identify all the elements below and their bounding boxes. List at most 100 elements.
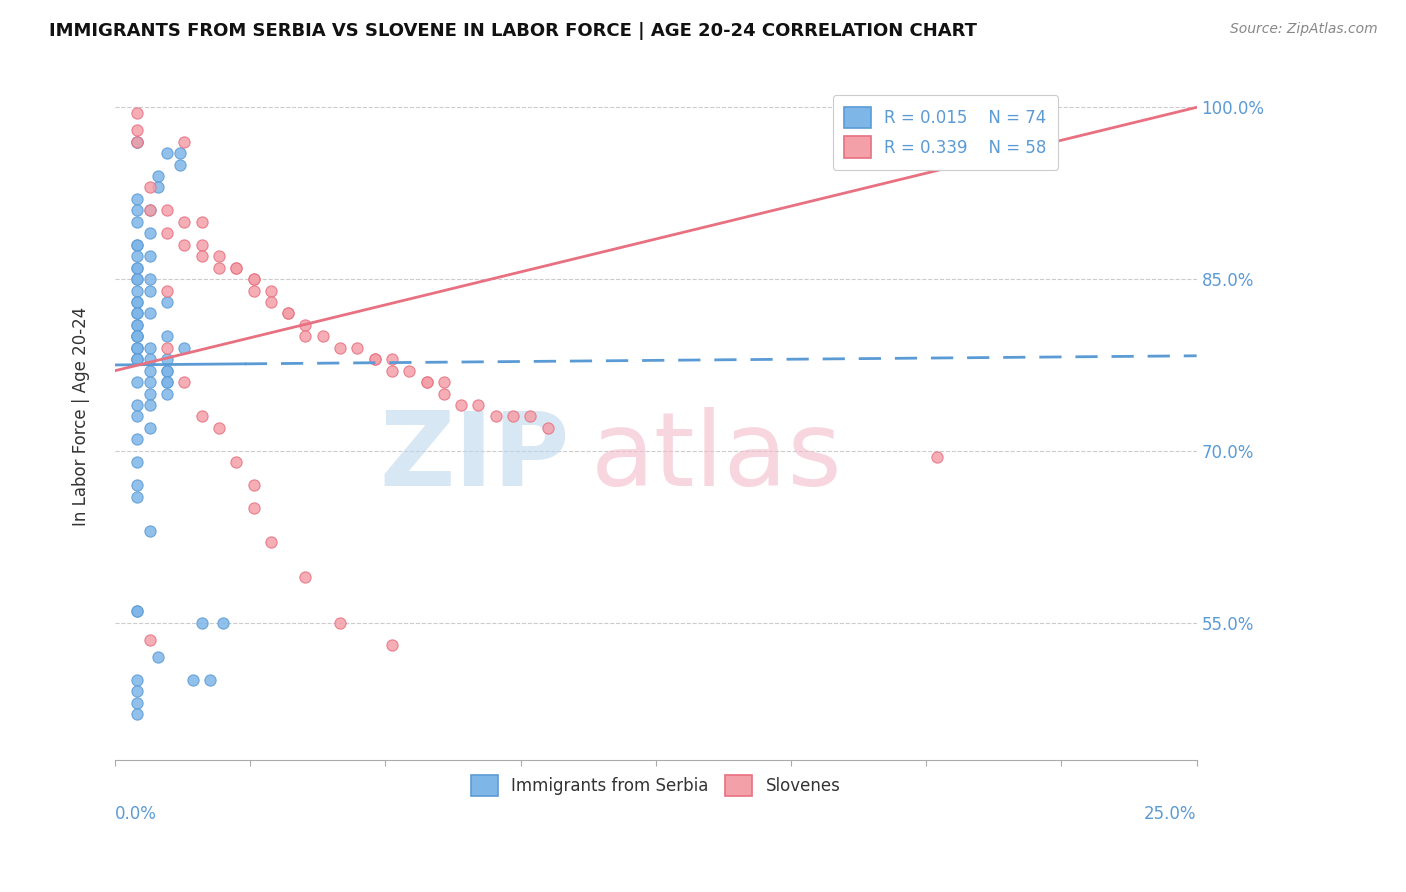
Point <box>173 341 195 355</box>
Point <box>242 272 264 286</box>
Point <box>125 352 148 367</box>
Point <box>156 352 179 367</box>
Point <box>450 398 472 412</box>
Point <box>519 409 541 424</box>
Point <box>138 398 160 412</box>
Point <box>138 352 160 367</box>
Point <box>225 455 247 469</box>
Point <box>156 364 179 378</box>
Text: IMMIGRANTS FROM SERBIA VS SLOVENE IN LABOR FORCE | AGE 20-24 CORRELATION CHART: IMMIGRANTS FROM SERBIA VS SLOVENE IN LAB… <box>49 22 977 40</box>
Point <box>329 341 352 355</box>
Point <box>181 673 204 687</box>
Point <box>208 421 231 435</box>
Point <box>173 135 195 149</box>
Point <box>277 306 299 320</box>
Point <box>156 341 179 355</box>
Point <box>190 409 212 424</box>
Point <box>398 364 420 378</box>
Point <box>125 478 148 492</box>
Point <box>156 295 179 310</box>
Point <box>125 329 148 343</box>
Point <box>537 421 560 435</box>
Point <box>125 318 148 332</box>
Point <box>156 375 179 389</box>
Point <box>138 364 160 378</box>
Point <box>312 329 335 343</box>
Point <box>138 227 160 241</box>
Point <box>277 306 299 320</box>
Point <box>294 570 316 584</box>
Point <box>125 237 148 252</box>
Point <box>138 272 160 286</box>
Point <box>346 341 368 355</box>
Point <box>260 535 283 549</box>
Point <box>433 375 456 389</box>
Point <box>381 364 404 378</box>
Point <box>125 272 148 286</box>
Point <box>433 386 456 401</box>
Point <box>125 123 148 137</box>
Point <box>190 249 212 263</box>
Text: atlas: atlas <box>591 407 842 508</box>
Point <box>125 352 148 367</box>
Point <box>156 227 179 241</box>
Point <box>125 604 148 618</box>
Point <box>173 215 195 229</box>
Point <box>502 409 524 424</box>
Point <box>156 203 179 218</box>
Point <box>125 341 148 355</box>
Point <box>125 455 148 469</box>
Point <box>125 249 148 263</box>
Point <box>138 632 160 647</box>
Point <box>156 364 179 378</box>
Point <box>138 421 160 435</box>
Point <box>138 386 160 401</box>
Point <box>125 329 148 343</box>
Point <box>125 295 148 310</box>
Point <box>125 433 148 447</box>
Point <box>156 375 179 389</box>
Point <box>125 260 148 275</box>
Point <box>242 272 264 286</box>
Point <box>169 146 191 161</box>
Point <box>125 707 148 722</box>
Point <box>225 260 247 275</box>
Text: ZIP: ZIP <box>380 407 569 508</box>
Point <box>125 684 148 698</box>
Point <box>242 284 264 298</box>
Point <box>125 106 148 120</box>
Point <box>138 341 160 355</box>
Point <box>148 649 170 664</box>
Point <box>173 237 195 252</box>
Point <box>148 169 170 183</box>
Point <box>190 615 212 630</box>
Point <box>138 180 160 194</box>
Point <box>212 615 235 630</box>
Point <box>415 375 437 389</box>
Point <box>200 673 222 687</box>
Point <box>329 615 352 630</box>
Point <box>125 398 148 412</box>
Legend: Immigrants from Serbia, Slovenes: Immigrants from Serbia, Slovenes <box>465 768 846 803</box>
Point <box>260 295 283 310</box>
Point <box>363 352 385 367</box>
Point <box>156 386 179 401</box>
Point <box>190 215 212 229</box>
Point <box>148 180 170 194</box>
Point <box>381 639 404 653</box>
Point <box>125 341 148 355</box>
Point <box>125 375 148 389</box>
Point <box>125 135 148 149</box>
Point <box>138 375 160 389</box>
Point <box>125 135 148 149</box>
Point <box>156 329 179 343</box>
Point <box>125 604 148 618</box>
Point <box>125 135 148 149</box>
Text: 25.0%: 25.0% <box>1144 805 1197 823</box>
Point <box>138 284 160 298</box>
Point <box>125 284 148 298</box>
Point <box>208 249 231 263</box>
Point <box>294 318 316 332</box>
Text: In Labor Force | Age 20-24: In Labor Force | Age 20-24 <box>72 307 90 526</box>
Point <box>242 478 264 492</box>
